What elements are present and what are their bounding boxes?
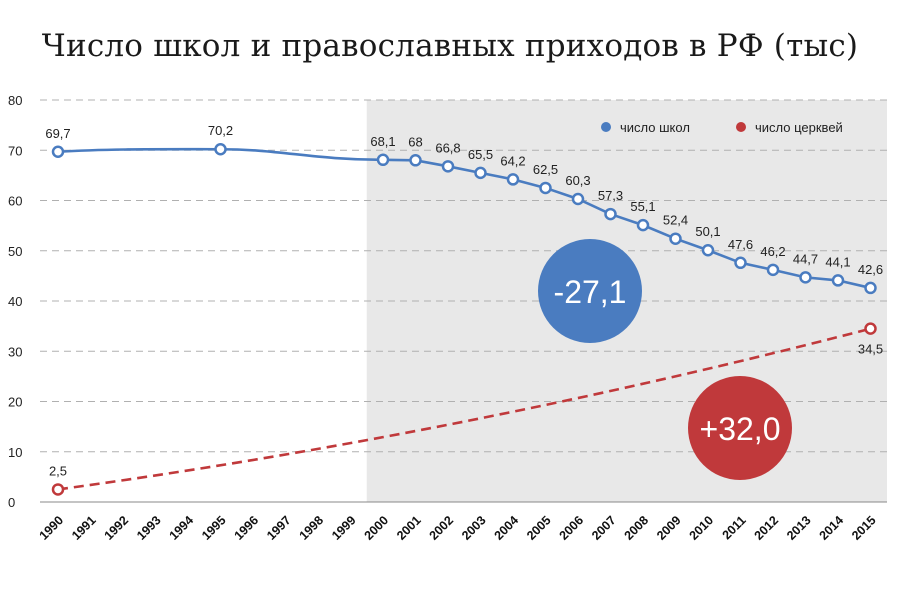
x-tick-label: 2015 <box>849 513 879 543</box>
x-tick-label: 2005 <box>524 513 554 543</box>
data-point-schools <box>441 160 455 173</box>
data-label-schools: 70,2 <box>208 123 233 138</box>
legend-label-schools: число школ <box>620 120 690 135</box>
data-label-schools: 68 <box>408 134 422 149</box>
y-tick-label: 30 <box>8 344 22 359</box>
data-point-schools <box>506 173 520 186</box>
data-label-schools: 42,6 <box>858 262 883 277</box>
data-point-schools <box>539 181 552 195</box>
data-point-churches <box>864 322 877 335</box>
x-tick-label: 1991 <box>69 513 99 543</box>
data-label-schools: 50,1 <box>695 224 720 239</box>
data-label-schools: 62,5 <box>533 162 558 177</box>
x-tick-label: 2004 <box>492 513 522 543</box>
x-tick-label: 2006 <box>557 513 587 543</box>
data-point-schools <box>376 153 390 167</box>
data-label-churches: 34,5 <box>858 342 883 357</box>
data-label-schools: 68,1 <box>370 134 395 149</box>
x-tick-label: 2002 <box>427 513 457 543</box>
data-point-schools <box>734 256 747 270</box>
data-point-churches <box>51 483 65 496</box>
x-tick-label: 1992 <box>102 513 132 543</box>
data-point-schools <box>474 166 487 180</box>
data-point-schools <box>604 207 617 221</box>
data-label-schools: 52,4 <box>663 213 688 228</box>
data-label-schools: 55,1 <box>630 199 655 214</box>
data-label-schools: 46,2 <box>760 244 785 259</box>
x-tick-label: 2010 <box>687 513 717 543</box>
x-tick-label: 2000 <box>362 513 392 543</box>
x-tick-label: 2012 <box>752 513 782 543</box>
x-tick-label: 2008 <box>622 513 652 543</box>
x-tick-label: 1996 <box>232 513 262 543</box>
y-tick-label: 60 <box>8 194 22 209</box>
y-tick-label: 20 <box>8 395 22 410</box>
y-tick-label: 50 <box>8 244 22 259</box>
data-point-schools <box>636 218 650 232</box>
data-label-schools: 44,7 <box>793 251 818 266</box>
x-tick-label: 2003 <box>459 513 489 543</box>
x-tick-label: 1994 <box>167 513 197 543</box>
x-tick-label: 1998 <box>297 513 327 543</box>
data-point-schools <box>701 243 715 257</box>
y-tick-label: 40 <box>8 294 22 309</box>
legend-marker-churches <box>736 122 746 132</box>
data-point-schools <box>766 263 780 277</box>
data-point-schools <box>51 145 65 159</box>
data-label-schools: 44,1 <box>825 254 850 269</box>
data-point-schools <box>831 274 845 287</box>
chart-title: Число школ и православных приходов в РФ … <box>41 28 859 64</box>
x-tick-label: 1995 <box>199 513 229 543</box>
x-tick-label: 1997 <box>264 513 294 543</box>
data-point-schools <box>864 281 877 295</box>
data-label-schools: 60,3 <box>565 173 590 188</box>
data-point-schools <box>571 192 585 206</box>
data-point-schools <box>799 271 812 284</box>
data-label-schools: 69,7 <box>45 126 70 141</box>
y-tick-label: 70 <box>8 143 22 158</box>
x-tick-label: 2007 <box>589 513 619 543</box>
data-label-schools: 57,3 <box>598 188 623 203</box>
churches-change-bubble <box>688 376 792 480</box>
series-line-churches <box>57 327 871 491</box>
x-tick-label: 2014 <box>817 513 847 543</box>
data-point-schools <box>669 232 682 245</box>
legend-label-churches: число церквей <box>755 120 843 135</box>
data-label-schools: 47,6 <box>728 237 753 252</box>
x-tick-label: 2001 <box>394 513 424 543</box>
schools-change-bubble <box>538 239 642 343</box>
schools-change-label: -27,1 <box>554 274 627 310</box>
data-point-schools <box>214 142 227 156</box>
data-label-schools: 66,8 <box>435 140 460 155</box>
x-tick-label: 1999 <box>329 513 359 543</box>
x-tick-label: 2013 <box>784 513 814 543</box>
data-label-churches: 2,5 <box>49 463 67 478</box>
x-tick-label: 1990 <box>37 513 67 543</box>
x-tick-label: 2011 <box>720 513 749 542</box>
data-label-schools: 64,2 <box>500 153 525 168</box>
y-tick-label: 80 <box>8 93 22 108</box>
y-tick-label: 10 <box>8 445 22 460</box>
data-point-schools <box>409 154 422 167</box>
x-tick-label: 2009 <box>654 513 684 543</box>
x-tick-label: 1993 <box>134 513 164 543</box>
legend-marker-schools <box>601 122 611 132</box>
series-line-schools <box>57 147 871 290</box>
y-tick-label: 0 <box>8 495 15 510</box>
data-label-schools: 65,5 <box>468 147 493 162</box>
churches-change-label: +32,0 <box>700 411 781 447</box>
